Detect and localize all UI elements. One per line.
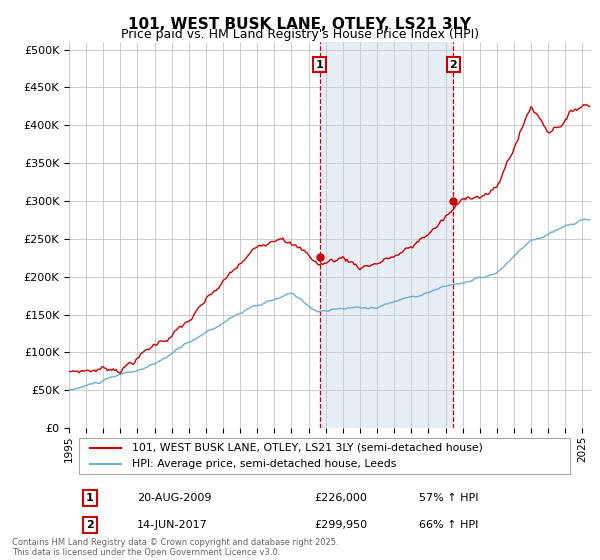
- Text: 57% ↑ HPI: 57% ↑ HPI: [419, 493, 478, 503]
- Text: HPI: Average price, semi-detached house, Leeds: HPI: Average price, semi-detached house,…: [131, 459, 396, 469]
- Text: £299,950: £299,950: [314, 520, 367, 530]
- Text: 101, WEST BUSK LANE, OTLEY, LS21 3LY: 101, WEST BUSK LANE, OTLEY, LS21 3LY: [128, 17, 472, 32]
- Text: Contains HM Land Registry data © Crown copyright and database right 2025.
This d: Contains HM Land Registry data © Crown c…: [12, 538, 338, 557]
- Text: 20-AUG-2009: 20-AUG-2009: [137, 493, 211, 503]
- FancyBboxPatch shape: [79, 438, 570, 474]
- Text: 66% ↑ HPI: 66% ↑ HPI: [419, 520, 478, 530]
- Bar: [320, 42, 453, 428]
- Text: 2: 2: [86, 520, 94, 530]
- Text: 101, WEST BUSK LANE, OTLEY, LS21 3LY (semi-detached house): 101, WEST BUSK LANE, OTLEY, LS21 3LY (se…: [131, 443, 482, 453]
- Text: 14-JUN-2017: 14-JUN-2017: [137, 520, 208, 530]
- Text: £226,000: £226,000: [314, 493, 367, 503]
- Text: 1: 1: [86, 493, 94, 503]
- Text: 1: 1: [316, 60, 323, 69]
- Text: 2: 2: [449, 60, 457, 69]
- Text: Price paid vs. HM Land Registry's House Price Index (HPI): Price paid vs. HM Land Registry's House …: [121, 28, 479, 41]
